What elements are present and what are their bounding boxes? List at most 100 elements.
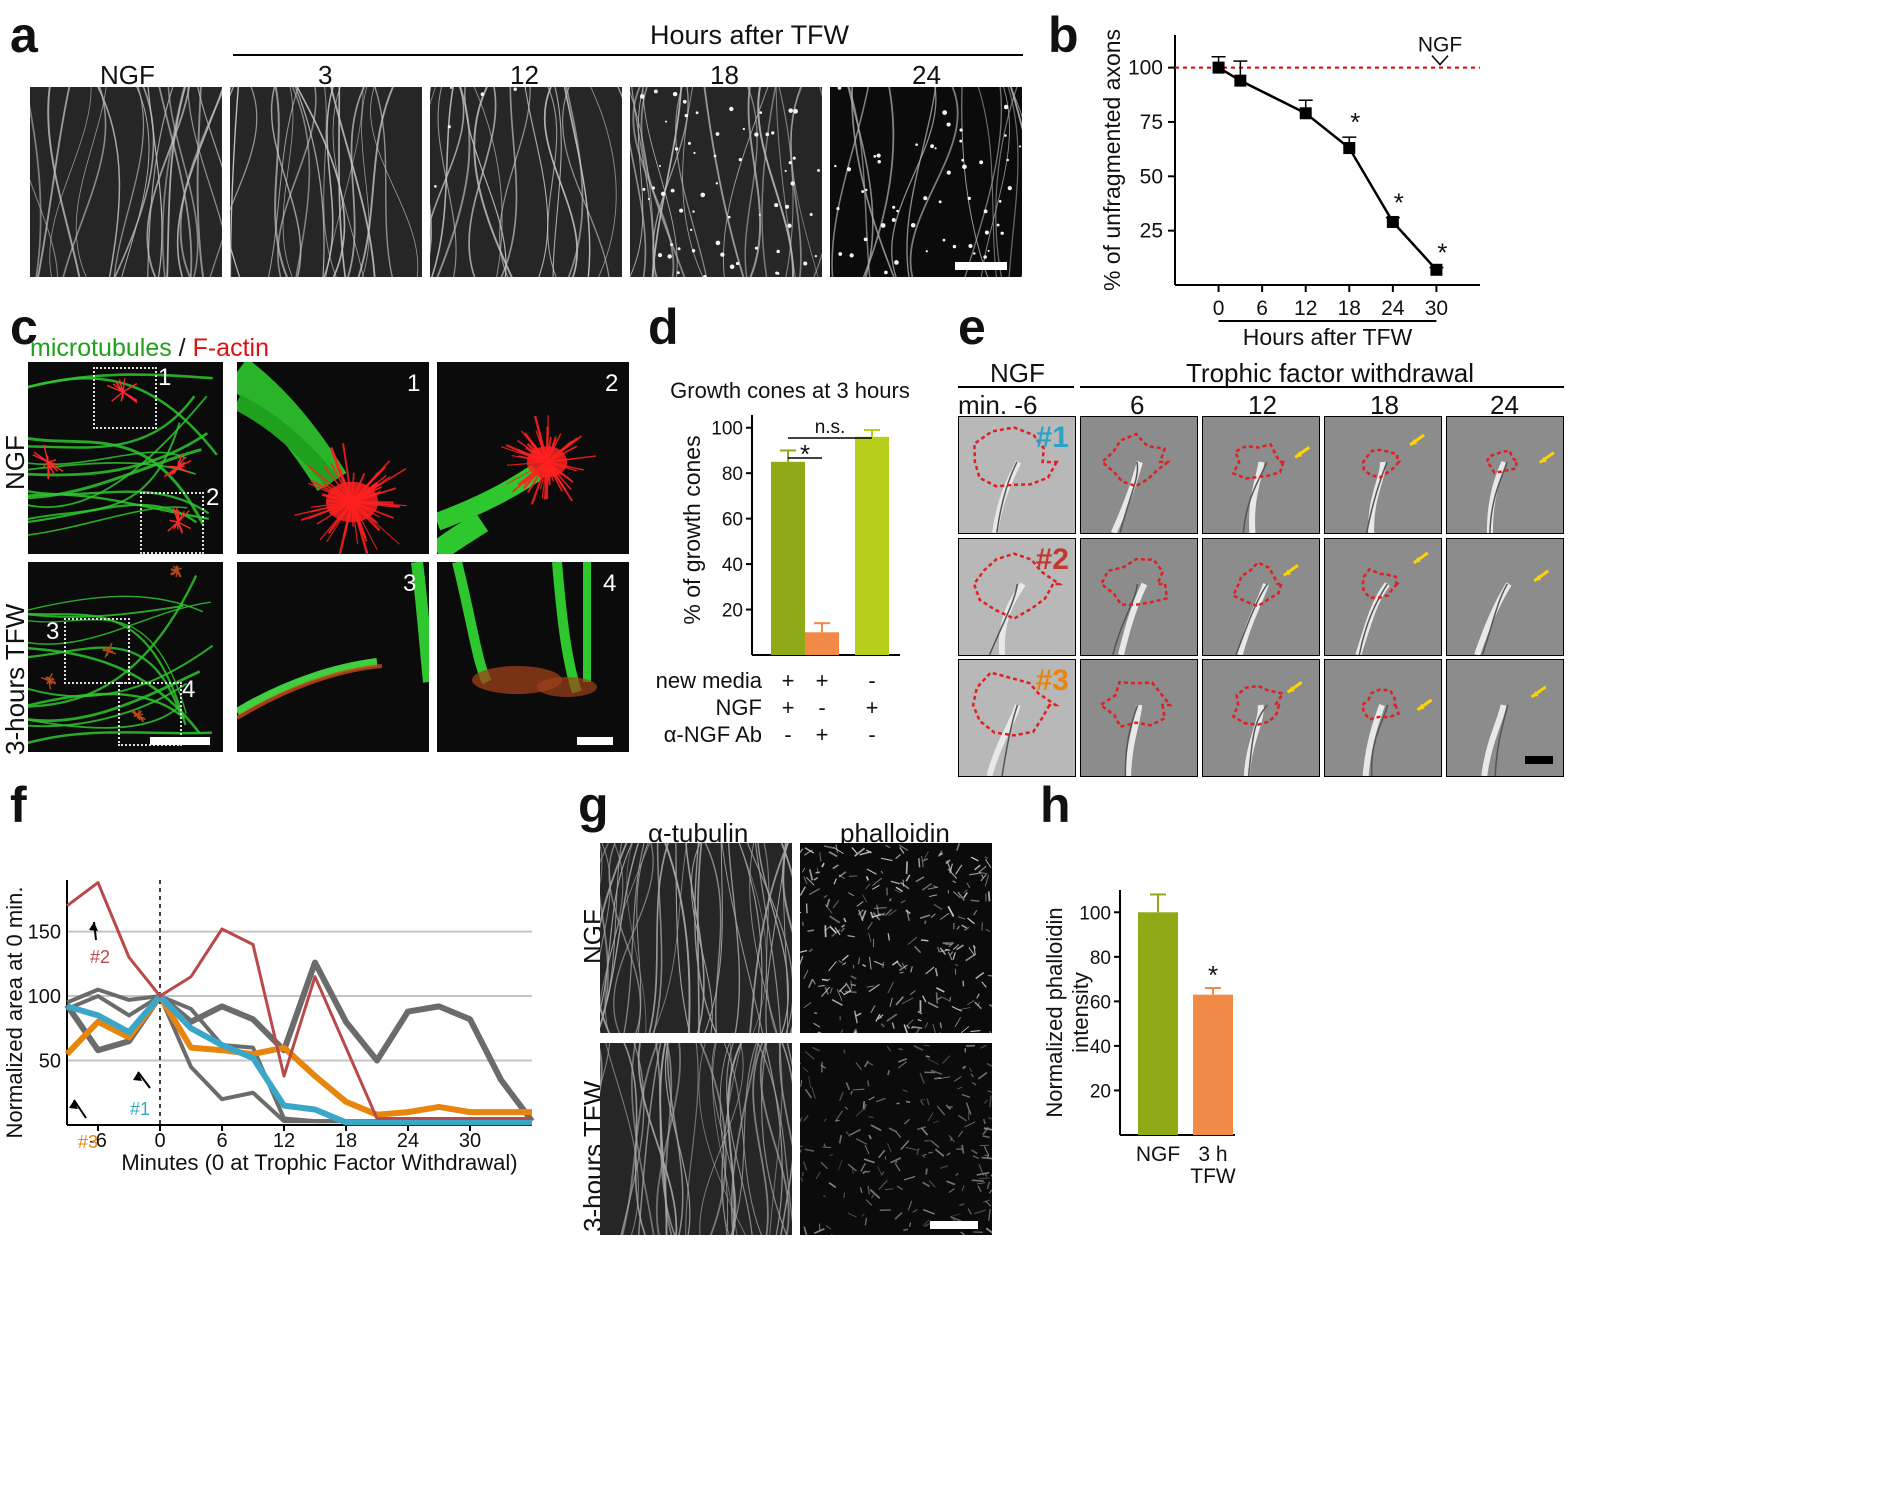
panel-c-overview-ngf: 1 2 — [28, 362, 223, 554]
panel-e-image-r1-c5 — [1446, 416, 1564, 534]
reference-label: NGF — [1418, 34, 1462, 57]
neurite — [1243, 704, 1264, 776]
series-line — [1217, 66, 1438, 271]
panel-c-inset-1-number: 1 — [407, 370, 421, 397]
neurite-edge — [996, 461, 1018, 533]
series-line — [64, 959, 535, 1123]
bar — [1138, 912, 1178, 1135]
inset-box-2-label: 2 — [206, 484, 220, 511]
panel-a-image-12h — [430, 87, 622, 277]
bar — [771, 461, 805, 655]
panel-c-inset-3-number: 3 — [403, 570, 417, 597]
panel-e-col-24: 24 — [1490, 390, 1519, 420]
panel-e-image-r2-c2 — [1080, 538, 1198, 656]
x-axis-label: Hours after TFW — [1243, 324, 1413, 345]
panel-a-col-12: 12 — [510, 60, 539, 90]
neurite-edge — [1370, 704, 1389, 776]
panel-e-image-r3-c2 — [1080, 659, 1198, 777]
neurite-edge — [1001, 704, 1019, 776]
panel-a-image-3h — [230, 87, 422, 277]
x-tick-label: 18 — [1338, 297, 1361, 320]
y-tick-label: 60 — [1090, 992, 1111, 1013]
x-tick-label: 24 — [397, 1130, 419, 1152]
neurite — [1362, 704, 1385, 776]
y-tick-label: 80 — [1090, 948, 1111, 969]
neurite — [1110, 461, 1143, 533]
panel-c-inset-3: 3 — [237, 562, 429, 752]
panel-a-letter: a — [10, 7, 38, 63]
panel-c-inset-1: 1 — [237, 362, 429, 554]
y-tick-label: 100 — [1079, 903, 1111, 924]
growth-cone-outline — [1231, 684, 1285, 726]
annotation-n1: #1 — [130, 1099, 150, 1119]
panel-c-letter: c — [10, 299, 38, 355]
neurite — [1368, 461, 1386, 533]
bracket-sig-label: * — [800, 439, 810, 469]
panel-e-image-r1-c1: #1 — [958, 416, 1076, 534]
x-tick-label: 0 — [154, 1130, 165, 1152]
neurite — [1481, 704, 1507, 776]
annotation-arrowhead-icon — [69, 1100, 78, 1109]
panel-e-image-r3-c4 — [1324, 659, 1442, 777]
neurite-edge — [1489, 461, 1508, 533]
panel-a-scale-bar — [955, 262, 1007, 270]
panel-a-col-18: 18 — [710, 60, 739, 90]
neurite-edge — [1481, 583, 1509, 655]
arrow-head-icon — [1534, 574, 1542, 581]
panel-e-group-header: Trophic factor withdrawal — [1186, 358, 1475, 388]
neurite-edge — [1124, 704, 1139, 776]
neurite-edge — [1247, 704, 1269, 776]
panel-c-inset-2: 2 — [437, 362, 629, 554]
inset-box-4 — [118, 682, 182, 746]
panel-e-image-r2-c4 — [1324, 538, 1442, 656]
bar — [855, 436, 889, 655]
panel-g-scale-bar — [930, 1221, 978, 1229]
chart-title: Growth cones at 3 hours — [670, 378, 910, 403]
annotation-arrowhead-icon — [133, 1072, 142, 1081]
reference-arrow-icon — [1431, 55, 1449, 66]
significance-star: * — [1350, 107, 1360, 137]
panel-e-row-tag-1: #1 — [1035, 421, 1069, 454]
y-tick-label: 80 — [722, 464, 743, 485]
inset-box-1 — [93, 367, 157, 429]
inset-box-2 — [140, 492, 204, 554]
neurite — [1236, 583, 1269, 655]
panel-c-row-tfw: 3-hours TFW — [0, 603, 30, 755]
neurite-edge — [988, 583, 1018, 655]
panel-a-image-24h — [830, 87, 1022, 277]
series-line-n2 — [66, 881, 532, 1121]
panel-b-letter: b — [1048, 7, 1079, 63]
arrow-head-icon — [1287, 686, 1295, 693]
panel-e-image-r3-c3 — [1202, 659, 1320, 777]
bar — [1193, 994, 1233, 1135]
neurite-edge — [1358, 583, 1388, 655]
neurite-edge — [1112, 583, 1139, 655]
neurite-edge — [1235, 583, 1268, 655]
annotation-arrow-icon — [137, 1071, 151, 1089]
panel-c-scale-bar — [150, 737, 210, 745]
neurite — [1125, 704, 1143, 776]
y-tick-label: 60 — [722, 510, 743, 531]
annotation-n2: #2 — [90, 947, 110, 967]
neurite — [1474, 582, 1512, 655]
x-tick-label: -6 — [89, 1130, 107, 1152]
x-category-label: TFW — [1190, 1165, 1236, 1188]
panel-c-inset-2-number: 2 — [605, 370, 619, 397]
x-axis-label: Minutes (0 at Trophic Factor Withdrawal) — [121, 1150, 517, 1175]
x-tick-label: 6 — [1256, 297, 1268, 320]
panel-g-image-phalloidin-tfw — [800, 1043, 992, 1235]
panel-c-inset-4-number: 4 — [603, 570, 617, 597]
panel-a-group-line — [233, 54, 1023, 56]
panel-e-image-r3-c5 — [1446, 659, 1564, 777]
panel-e-group-line — [1080, 386, 1564, 388]
panel-e-image-r1-c3 — [1202, 416, 1320, 534]
significance-star: * — [1208, 960, 1218, 990]
growth-cone-outline — [1361, 688, 1401, 721]
panel-a-col-ngf: NGF — [100, 60, 155, 90]
panel-g-image-tubulin-ngf — [600, 843, 792, 1033]
panel-g-col-tubulin: α-tubulin — [648, 818, 749, 848]
condition-label: new media — [656, 668, 763, 693]
growth-cone-outline — [973, 426, 1059, 488]
panel-a-image-ngf — [30, 87, 222, 277]
